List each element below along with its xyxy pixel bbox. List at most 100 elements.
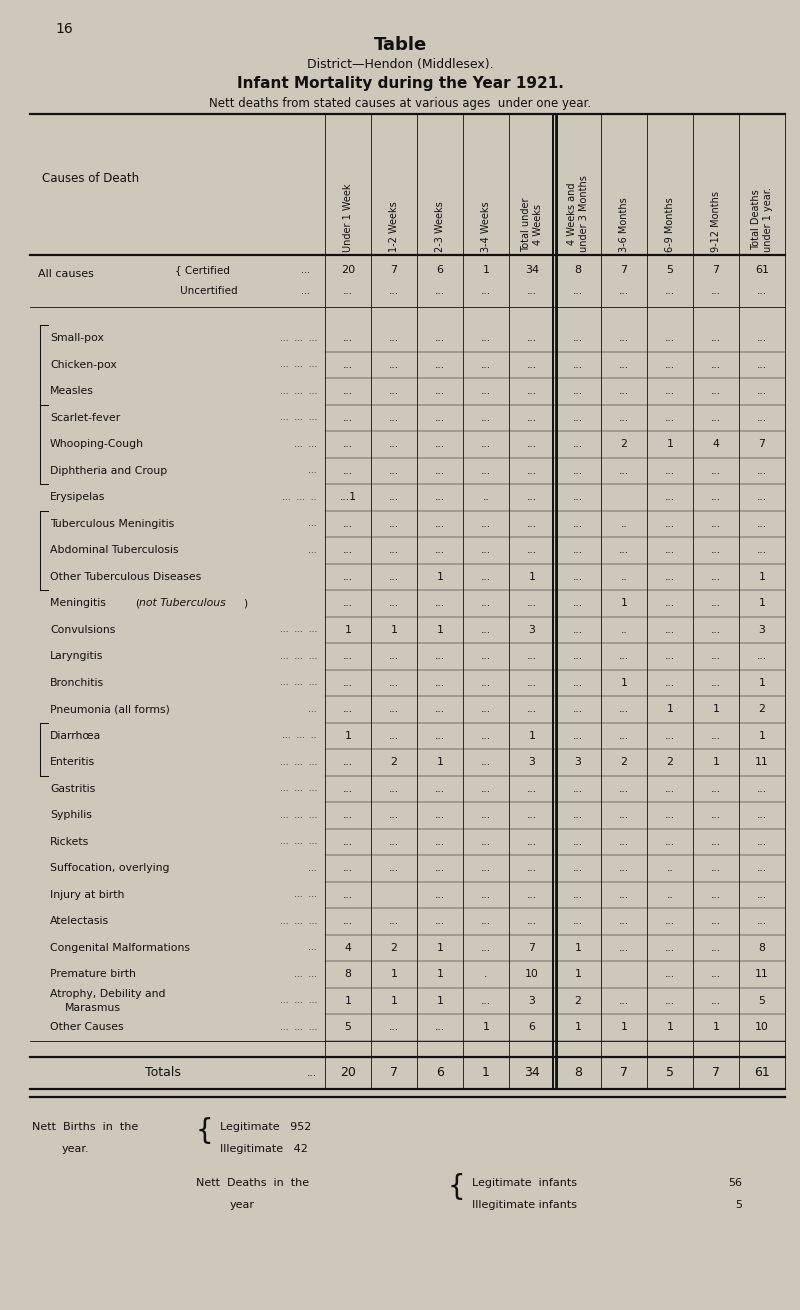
Text: ...: ... [757,889,767,900]
Text: Pneumonia (all forms): Pneumonia (all forms) [50,705,170,714]
Text: 1: 1 [345,996,351,1006]
Text: ..: .. [666,863,674,874]
Text: 7: 7 [529,943,535,952]
Text: ...: ... [757,360,767,369]
Text: 7: 7 [712,1066,720,1079]
Text: 1: 1 [621,599,627,608]
Text: ...  ...  ...: ... ... ... [280,837,317,846]
Text: 2-3 Weeks: 2-3 Weeks [435,202,445,252]
Text: ...  ...  ...: ... ... ... [280,811,317,820]
Text: 7: 7 [390,265,398,275]
Text: ...: ... [757,466,767,476]
Text: ...: ... [711,545,721,555]
Text: 10: 10 [525,969,539,980]
Text: 1: 1 [574,943,582,952]
Text: ...: ... [435,360,445,369]
Text: ...: ... [527,466,537,476]
Text: ...: ... [343,599,353,608]
Text: ...: ... [481,677,491,688]
Text: Uncertified: Uncertified [178,286,238,296]
Text: ...: ... [343,360,353,369]
Text: Gastritis: Gastritis [50,783,95,794]
Text: ...: ... [665,916,675,926]
Text: ...: ... [619,413,629,423]
Text: ...: ... [481,996,491,1006]
Text: ...: ... [481,519,491,529]
Text: ...: ... [711,889,721,900]
Text: ...: ... [435,651,445,662]
Text: ...: ... [389,863,399,874]
Text: ...: ... [573,677,583,688]
Text: 10: 10 [755,1022,769,1032]
Text: ...: ... [435,811,445,820]
Text: ...: ... [343,863,353,874]
Text: 20: 20 [341,265,355,275]
Text: ...: ... [343,439,353,449]
Text: ...: ... [527,863,537,874]
Text: 1: 1 [482,265,490,275]
Text: Illegitimate   42: Illegitimate 42 [220,1145,308,1154]
Text: 1: 1 [758,677,766,688]
Text: ): ) [243,599,247,608]
Text: ...: ... [527,705,537,714]
Text: 1: 1 [574,1022,582,1032]
Text: ...  ...  ...: ... ... ... [280,652,317,660]
Text: ...: ... [481,651,491,662]
Text: ...: ... [619,545,629,555]
Text: ...: ... [481,545,491,555]
Text: ...: ... [527,360,537,369]
Text: .: . [484,969,488,980]
Text: ...: ... [665,519,675,529]
Text: Chicken-pox: Chicken-pox [50,360,117,369]
Text: Injury at birth: Injury at birth [50,889,124,900]
Text: ...: ... [481,916,491,926]
Text: ...: ... [389,413,399,423]
Text: ...  ...  ..: ... ... .. [282,731,317,740]
Text: Legitimate  infants: Legitimate infants [472,1179,577,1188]
Text: 5: 5 [345,1022,351,1032]
Text: ...: ... [435,386,445,396]
Text: 1: 1 [345,625,351,635]
Text: ...: ... [619,360,629,369]
Text: ...: ... [481,360,491,369]
Text: ...: ... [757,651,767,662]
Text: not Tuberculous: not Tuberculous [139,599,226,608]
Text: ...  ...  ...: ... ... ... [280,386,317,396]
Text: 7: 7 [620,1066,628,1079]
Text: Enteritis: Enteritis [50,757,95,768]
Text: ...: ... [307,1068,317,1078]
Text: ...: ... [573,731,583,740]
Text: 8: 8 [345,969,351,980]
Text: ...: ... [711,333,721,343]
Text: ...  ...  ...: ... ... ... [280,625,317,634]
Text: ...: ... [665,466,675,476]
Text: ...: ... [435,599,445,608]
Text: Nett  Deaths  in  the: Nett Deaths in the [196,1179,309,1188]
Text: Under 1 Week: Under 1 Week [343,183,353,252]
Text: 1: 1 [713,705,719,714]
Text: ...: ... [481,837,491,846]
Text: ...: ... [435,333,445,343]
Text: ...: ... [343,466,353,476]
Text: ...  ...  ..: ... ... .. [282,493,317,502]
Text: 2: 2 [390,757,398,768]
Text: ...: ... [308,546,317,554]
Text: 4 Weeks and
under 3 Months: 4 Weeks and under 3 Months [567,176,589,252]
Text: ...: ... [308,863,317,872]
Text: ...: ... [711,916,721,926]
Text: ...: ... [527,286,537,296]
Text: 7: 7 [390,1066,398,1079]
Text: 4: 4 [713,439,719,449]
Text: ...: ... [619,916,629,926]
Text: ...: ... [573,571,583,582]
Text: Nett  Births  in  the: Nett Births in the [32,1123,138,1133]
Text: ..: .. [482,493,490,502]
Text: 2: 2 [621,757,627,768]
Text: Erysipelas: Erysipelas [50,493,106,502]
Text: ...: ... [389,571,399,582]
Text: ...: ... [665,571,675,582]
Text: ...: ... [435,439,445,449]
Text: 7: 7 [621,265,627,275]
Text: Illegitimate infants: Illegitimate infants [472,1200,577,1210]
Text: Atrophy, Debility and: Atrophy, Debility and [50,989,166,998]
